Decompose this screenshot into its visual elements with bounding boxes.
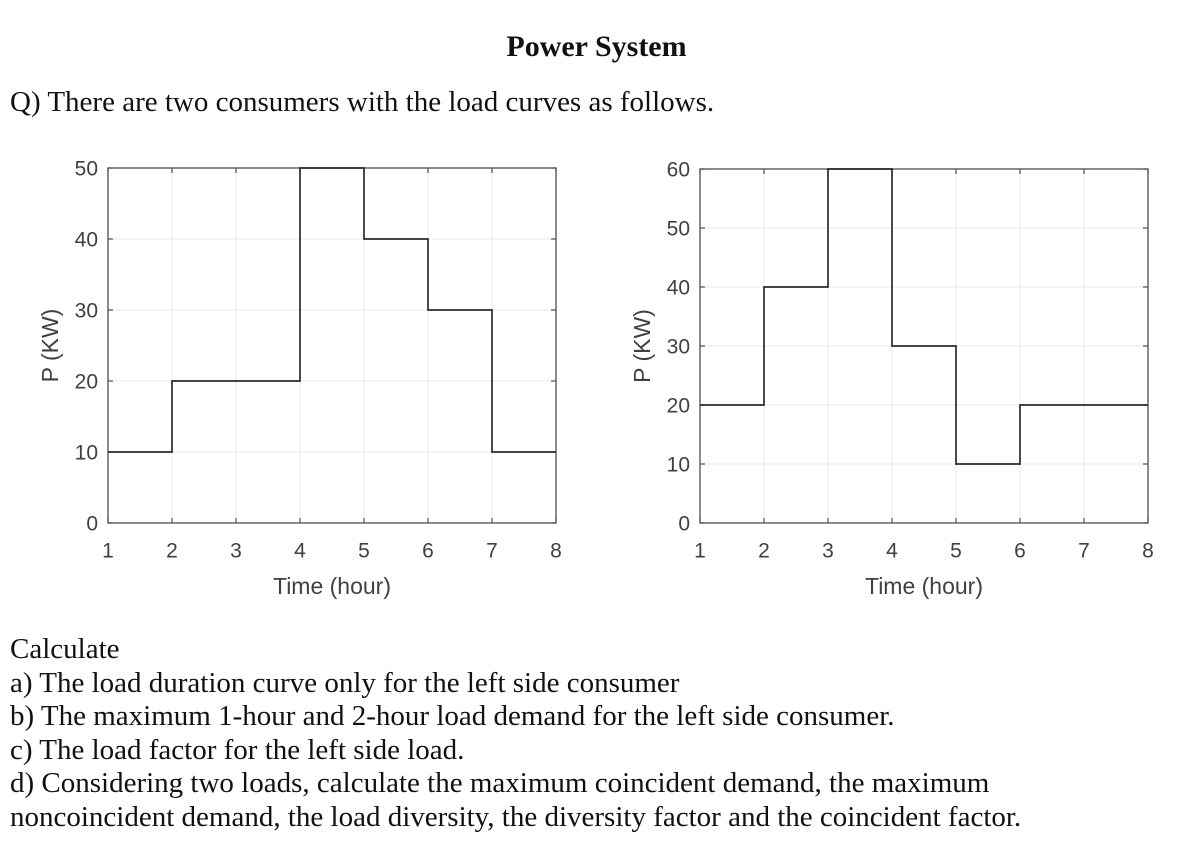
svg-text:50: 50 (667, 217, 690, 240)
svg-text:4: 4 (294, 539, 306, 562)
svg-text:6: 6 (1014, 539, 1026, 562)
axis-frame (107, 167, 557, 524)
right-consumer-load-curve-chart: 1 2 3 4 5 6 7 8 0 10 20 30 40 50 60 Time (hour) P (KW) (622, 150, 1167, 600)
left-consumer-load-curve-chart: 1 2 3 4 5 6 7 8 0 10 20 30 40 50 Time (hour) P (KW) (30, 150, 575, 600)
svg-text:1: 1 (102, 539, 114, 562)
svg-text:40: 40 (75, 228, 98, 251)
question-text: Q) There are two consumers with the load… (10, 86, 715, 118)
task-item-c: c) The load factor for the left side loa… (10, 733, 465, 766)
tasks-heading: Calculate (10, 633, 120, 665)
y-axis-label: P (KW) (629, 309, 655, 383)
svg-text:5: 5 (950, 539, 962, 562)
svg-text:7: 7 (1078, 539, 1090, 562)
svg-text:20: 20 (667, 394, 690, 417)
x-axis-label: Time (hour) (273, 573, 391, 599)
right-consumer-load-curve-svg: 1 2 3 4 5 6 7 8 0 10 20 30 40 50 60 Time (hour) P (KW) (629, 158, 1154, 599)
y-tick-labels: 0 10 20 30 40 50 60 (667, 158, 690, 535)
svg-text:7: 7 (486, 539, 498, 562)
svg-text:5: 5 (358, 539, 370, 562)
x-tick-labels: 1 2 3 4 5 6 7 8 (694, 539, 1154, 562)
tick-marks (699, 168, 1149, 524)
svg-text:1: 1 (694, 539, 706, 562)
y-axis-label: P (KW) (37, 309, 63, 383)
task-item-a: a) The load duration curve only for the … (10, 666, 680, 699)
svg-text:8: 8 (550, 539, 562, 562)
x-axis-label: Time (hour) (865, 573, 983, 599)
task-item-b: b) The maximum 1-hour and 2-hour load de… (10, 700, 895, 732)
svg-text:6: 6 (422, 539, 434, 562)
svg-text:30: 30 (667, 335, 690, 358)
svg-text:0: 0 (86, 512, 98, 535)
svg-text:2: 2 (758, 539, 770, 562)
tasks-block: Calculate a) The load duration curve onl… (10, 633, 1120, 834)
svg-text:60: 60 (667, 158, 690, 181)
task-item-d: d) Considering two loads, calculate the … (10, 767, 1022, 833)
tick-marks (107, 167, 557, 524)
load-curve (700, 168, 1148, 465)
svg-text:3: 3 (822, 539, 834, 562)
page-title: Power System (506, 30, 687, 63)
svg-text:3: 3 (230, 539, 242, 562)
y-tick-labels: 0 10 20 30 40 50 (75, 157, 98, 535)
svg-text:2: 2 (166, 539, 178, 562)
load-curve (108, 167, 556, 453)
grid-lines (107, 167, 557, 524)
svg-text:50: 50 (75, 157, 98, 180)
svg-text:4: 4 (886, 539, 898, 562)
svg-text:0: 0 (678, 512, 690, 535)
svg-text:40: 40 (667, 276, 690, 299)
svg-text:30: 30 (75, 299, 98, 322)
svg-text:8: 8 (1142, 539, 1154, 562)
svg-text:20: 20 (75, 370, 98, 393)
svg-text:10: 10 (667, 453, 690, 476)
x-tick-labels: 1 2 3 4 5 6 7 8 (102, 539, 562, 562)
svg-text:10: 10 (75, 441, 98, 464)
left-consumer-load-curve-svg: 1 2 3 4 5 6 7 8 0 10 20 30 40 50 Time (hour) P (KW) (37, 157, 562, 599)
